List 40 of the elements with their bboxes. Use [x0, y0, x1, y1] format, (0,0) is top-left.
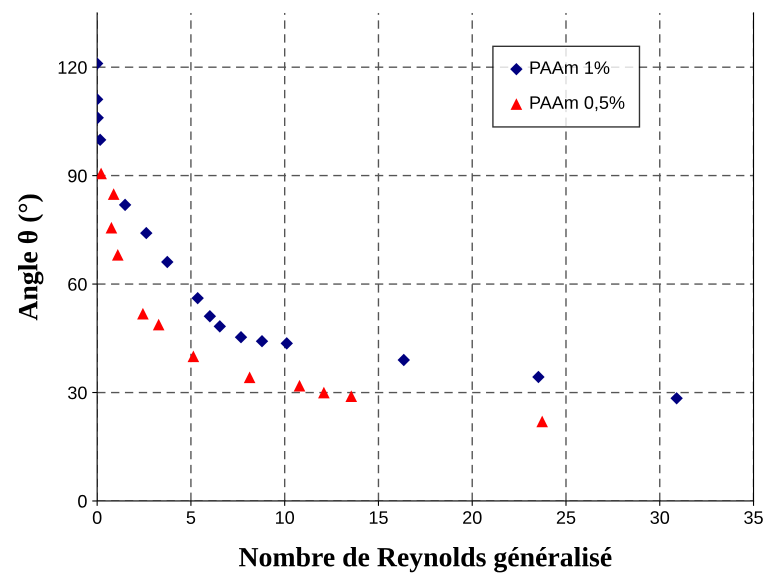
- point: [670, 392, 683, 405]
- point: [532, 370, 545, 384]
- point: [106, 222, 118, 234]
- point: [345, 390, 358, 402]
- x-tick-label: 35: [744, 511, 763, 524]
- point: [256, 334, 268, 348]
- y-tick-label: 60: [68, 278, 87, 291]
- y-tick-label: 0: [78, 494, 87, 508]
- y-tick-label: 90: [68, 170, 87, 182]
- point: [536, 416, 548, 428]
- point: [294, 380, 306, 392]
- point: [318, 386, 330, 398]
- x-tick-label: 10: [276, 511, 294, 524]
- point: [204, 310, 216, 322]
- x-tick-label: 0: [92, 511, 102, 524]
- x-tick-label: 5: [186, 511, 196, 524]
- legend-label: PAAm 0,5%: [530, 96, 624, 112]
- x-tick-label: 25: [556, 511, 576, 524]
- y-tick-label: 30: [68, 386, 87, 400]
- point: [398, 354, 410, 366]
- point: [112, 248, 124, 261]
- point: [140, 226, 152, 240]
- point: [108, 188, 120, 200]
- point: [152, 318, 164, 330]
- point: [118, 198, 132, 212]
- x-axis-title: Nombre de Reynolds généralisé: [239, 546, 612, 572]
- y-tick-label: 120: [58, 61, 87, 74]
- point: [161, 256, 174, 268]
- x-tick-label: 20: [463, 511, 482, 524]
- point: [244, 372, 256, 384]
- y-axis-title: Angle θ (°): [18, 194, 44, 320]
- point: [188, 350, 200, 362]
- point: [214, 320, 226, 333]
- point: [137, 308, 149, 320]
- point: [234, 331, 248, 344]
- point: [280, 337, 293, 350]
- point: [191, 292, 204, 304]
- x-tick-label: 30: [650, 511, 670, 524]
- legend-label: PAAm 1%: [530, 61, 610, 74]
- x-tick-label: 15: [370, 511, 388, 524]
